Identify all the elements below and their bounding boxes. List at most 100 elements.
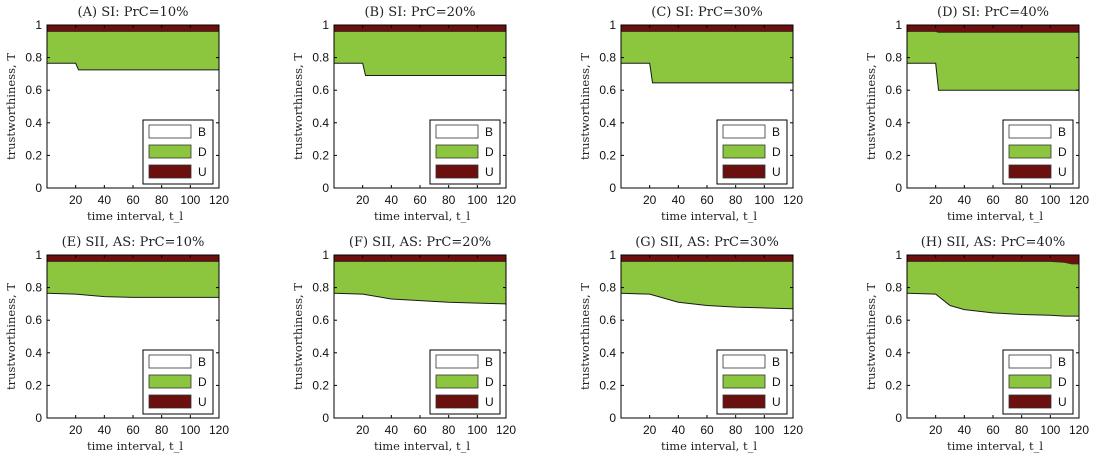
x-tick-label: 60 (126, 193, 140, 207)
y-tick-label: 0 (895, 411, 902, 425)
legend-swatch-d (722, 374, 766, 389)
legend-label-b: B (772, 355, 780, 369)
legend-label-b: B (772, 125, 780, 139)
y-tick-label: 0.4 (599, 346, 616, 360)
legend-label-b: B (1058, 355, 1066, 369)
y-tick-label: 0.8 (312, 281, 329, 295)
legend: BDU (1002, 349, 1074, 415)
legend-label-b: B (485, 125, 493, 139)
region-d (621, 31, 793, 83)
region-u (907, 25, 1079, 33)
panel-title: (H) SII, AS: PrC=40% (921, 235, 1066, 250)
y-axis-label: trustworthiness, T (4, 283, 18, 390)
x-tick-label: 60 (126, 423, 140, 437)
u-boundary-line (907, 261, 1079, 265)
legend-label-d: D (772, 375, 781, 389)
y-tick-label: 0.6 (25, 83, 42, 97)
x-axis-label: time interval, t_l (87, 439, 183, 453)
legend-label-d: D (198, 375, 207, 389)
x-tick-label: 60 (986, 193, 1000, 207)
legend-label-d: D (772, 145, 781, 159)
y-tick-label: 0.8 (25, 51, 42, 65)
y-axis-label: trustworthiness, T (864, 53, 878, 160)
x-tick-label: 120 (783, 193, 803, 207)
x-tick-label: 120 (209, 193, 229, 207)
y-tick-label: 0 (609, 411, 616, 425)
x-tick-label: 80 (155, 423, 169, 437)
y-tick-label: 0.2 (25, 148, 42, 162)
y-tick-label: 0.6 (599, 83, 616, 97)
legend-label-d: D (1058, 375, 1067, 389)
legend-swatch-d (1008, 374, 1052, 389)
legend-label-b: B (485, 355, 493, 369)
y-tick-label: 0.6 (885, 83, 902, 97)
x-axis-label: time interval, t_l (374, 439, 470, 453)
x-axis-label: time interval, t_l (661, 439, 757, 453)
y-tick-label: 0.8 (885, 51, 902, 65)
legend-label-u: U (485, 165, 494, 179)
y-axis-label: trustworthiness, T (291, 283, 305, 390)
legend-swatch-b (722, 124, 766, 139)
x-tick-label: 20 (69, 193, 83, 207)
y-tick-label: 0.8 (599, 51, 616, 65)
y-tick-label: 0 (609, 181, 616, 195)
x-tick-label: 120 (496, 423, 516, 437)
y-tick-label: 0.8 (25, 281, 42, 295)
x-tick-label: 120 (1069, 193, 1089, 207)
y-tick-label: 0.6 (312, 83, 329, 97)
legend-swatch-b (148, 124, 192, 139)
b-boundary-line (620, 292, 794, 310)
x-tick-label: 20 (356, 423, 370, 437)
x-tick-label: 20 (69, 423, 83, 437)
x-tick-label: 120 (783, 423, 803, 437)
y-tick-label: 0 (35, 411, 42, 425)
panel-title: (D) SI: PrC=40% (937, 5, 1049, 20)
x-tick-label: 80 (155, 193, 169, 207)
x-tick-label: 100 (1040, 423, 1060, 437)
x-tick-label: 60 (700, 423, 714, 437)
legend-swatch-b (435, 124, 479, 139)
b-boundary-line (906, 292, 1079, 317)
legend: BDU (142, 349, 214, 415)
region-d (334, 31, 506, 76)
x-tick-label: 100 (754, 423, 774, 437)
legend-swatch-u (1008, 394, 1052, 409)
region-u (334, 25, 506, 32)
x-tick-label: 100 (754, 193, 774, 207)
x-tick-label: 60 (700, 193, 714, 207)
x-tick-label: 80 (442, 193, 456, 207)
y-tick-label: 1 (895, 18, 902, 32)
x-axis-label: time interval, t_l (661, 209, 757, 223)
x-tick-label: 120 (496, 193, 516, 207)
y-tick-label: 0.4 (885, 116, 902, 130)
y-tick-label: 0.6 (885, 313, 902, 327)
x-tick-label: 40 (385, 423, 399, 437)
legend-swatch-u (148, 164, 192, 179)
x-tick-label: 20 (643, 423, 657, 437)
y-tick-label: 0.6 (599, 313, 616, 327)
legend-label-d: D (1058, 145, 1067, 159)
legend-swatch-d (148, 144, 192, 159)
region-u (334, 255, 506, 262)
legend-label-b: B (198, 355, 206, 369)
legend: BDU (429, 119, 501, 185)
y-tick-label: 1 (895, 248, 902, 262)
y-tick-label: 0.4 (885, 346, 902, 360)
legend-label-u: U (772, 165, 781, 179)
legend-swatch-b (722, 354, 766, 369)
legend-label-b: B (1058, 125, 1066, 139)
legend: BDU (716, 119, 788, 185)
y-tick-label: 1 (609, 248, 616, 262)
legend-label-d: D (198, 145, 207, 159)
panel-title: (F) SII, AS: PrC=20% (349, 235, 491, 250)
y-tick-label: 0 (322, 411, 329, 425)
x-tick-label: 80 (729, 193, 743, 207)
y-tick-label: 1 (35, 248, 42, 262)
y-tick-label: 0.2 (25, 378, 42, 392)
panel-title: (C) SI: PrC=30% (651, 5, 762, 20)
legend-swatch-u (435, 164, 479, 179)
